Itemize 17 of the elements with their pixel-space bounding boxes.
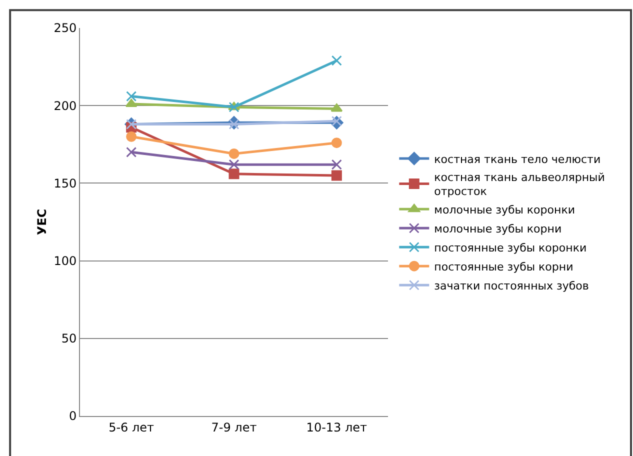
y-tick-label: 100 [54, 254, 77, 268]
y-tick-label: 250 [54, 21, 77, 36]
legend-label: костная ткань альвеолярный отросток [434, 170, 605, 198]
y-axis-title: УЕС [34, 208, 49, 236]
y-tick-label: 200 [54, 98, 77, 113]
legend-label: костная ткань тело челюсти [434, 152, 601, 166]
y-tick-label: 0 [68, 409, 77, 424]
legend-label: постоянные зубы корни [434, 260, 574, 274]
legend-label: молочные зубы корни [434, 222, 562, 236]
legend-label: зачатки постоянных зубов [434, 279, 589, 292]
y-tick-label: 50 [61, 332, 77, 346]
x-tick-label: 10-13 лет [306, 420, 368, 434]
y-tick-label: 150 [54, 176, 77, 190]
x-tick-label: 7-9 лет [211, 420, 257, 434]
x-tick-label: 5-6 лет [108, 420, 154, 434]
legend-label: постоянные зубы коронки [434, 241, 587, 254]
legend-label: молочные зубы коронки [434, 203, 575, 216]
